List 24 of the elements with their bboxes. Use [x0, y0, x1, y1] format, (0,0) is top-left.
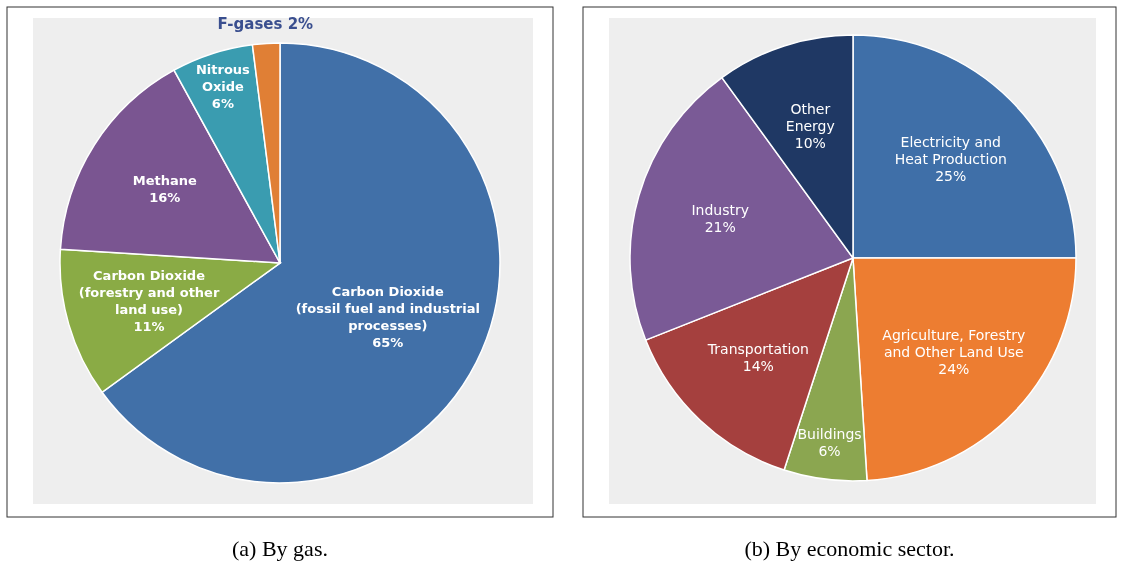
text: (a) By gas.: [232, 536, 328, 561]
text: (b) By economic sector.: [744, 536, 955, 561]
slice-label: Buildings: [797, 426, 862, 443]
data-label: 21%: [704, 218, 736, 235]
slice-label: Other Energy: [785, 100, 835, 134]
data-label: 65%: [372, 334, 404, 350]
data-label: 24%: [938, 360, 970, 377]
slice-label: Nitrous Oxide: [195, 61, 251, 94]
data-label: 10%: [794, 134, 826, 151]
slice-label: Industry: [691, 201, 750, 218]
slice-label: F-gases: [217, 15, 283, 34]
data-label: 14%: [742, 358, 774, 375]
data-label: 11%: [133, 318, 165, 334]
slice-label: Methane: [132, 172, 198, 188]
data-label: 6%: [818, 443, 841, 460]
slice-label: Agriculture, Forestry and Other Land Use: [882, 326, 1026, 360]
slice-label: Carbon Dioxide (forestry and other land use): [78, 267, 220, 317]
slice-label: Electricity and Heat Production: [894, 134, 1007, 168]
data-label: 16%: [149, 189, 181, 205]
data-label: 25%: [935, 168, 967, 185]
data-label: 2%: [287, 15, 314, 34]
slice-label: Carbon Dioxide (fossil fuel and industrial processes): [295, 283, 480, 333]
slice-label: Transportation: [706, 341, 809, 358]
data-label: 6%: [211, 95, 234, 111]
